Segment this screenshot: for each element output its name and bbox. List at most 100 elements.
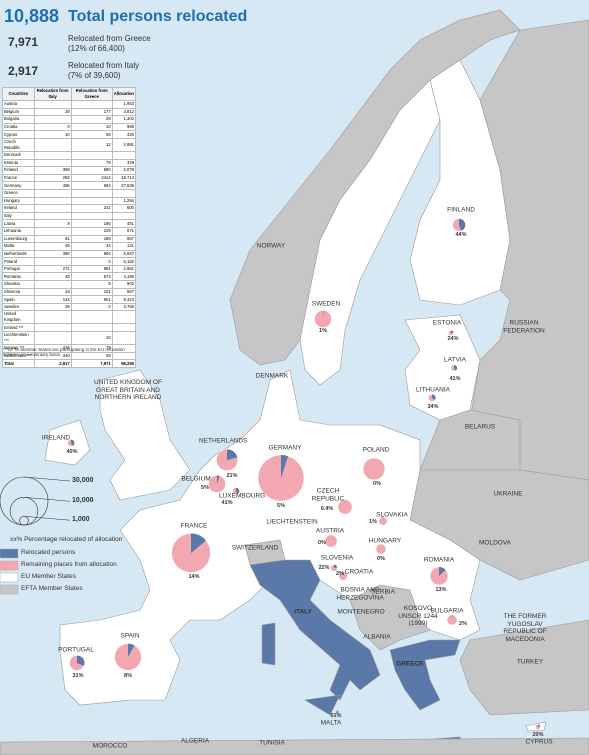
table-cell: Austria — [2, 100, 35, 109]
turkey — [459, 619, 589, 716]
map-label: GREECE — [396, 660, 424, 668]
table-cell: 271 — [33, 264, 72, 274]
pct-label: 0% — [318, 540, 326, 546]
country-label: LITHUANIA — [416, 386, 450, 394]
table-cell: 98,255 — [111, 359, 137, 368]
table-cell: 4,180 — [111, 272, 137, 282]
table-cell: 101 — [70, 287, 113, 297]
belarus — [419, 409, 521, 481]
map-label: RUSSIAN FEDERATION — [503, 319, 545, 335]
africa — [0, 737, 589, 755]
country-label: LUXEMBOURG — [219, 492, 266, 500]
table-cell: 10 — [70, 122, 113, 132]
table-cell: 27,536 — [111, 181, 137, 190]
table-cell: Poland — [2, 257, 35, 266]
table-cell: 144 — [33, 295, 72, 304]
table-cell: 185 — [70, 234, 113, 244]
baltics — [404, 314, 481, 421]
size-legend-leader — [23, 497, 71, 502]
size-legend-label: 30,000 — [72, 477, 94, 484]
table-cell — [70, 100, 113, 109]
legend-swatch — [0, 572, 19, 583]
map-label: NORWAY — [256, 242, 286, 250]
table-cell: 601 — [70, 295, 113, 304]
greece-count: 7,971 — [8, 35, 39, 49]
table-cell: 5,947 — [111, 249, 137, 259]
map-label: BELARUS — [464, 423, 496, 431]
pie-relocated — [323, 310, 324, 319]
pie-relocated — [459, 218, 466, 231]
table-cell — [33, 196, 72, 206]
legend-swatch — [0, 548, 19, 559]
country-label: ESTONIA — [432, 319, 462, 327]
country-label: LATVIA — [444, 356, 466, 364]
map-label: MOLDOVA — [478, 539, 512, 547]
table-cell: 968 — [111, 122, 137, 132]
table-cell: 9 — [70, 280, 113, 289]
map-label: UNITED KINGDOM OF GREAT BRITAIN AND NORT… — [94, 378, 162, 401]
table-cell: 7,971 — [70, 359, 113, 368]
table-cell: Iceland *** — [2, 323, 35, 333]
table-header: Countries — [2, 87, 35, 101]
table-cell — [33, 331, 72, 346]
pct-label: 13% — [435, 587, 447, 593]
table-cell: 368 — [33, 166, 72, 175]
table-cell: Netherlands — [2, 249, 35, 259]
table-cell: 671 — [111, 226, 137, 236]
table-cell: 481 — [111, 219, 137, 228]
western-balkans — [349, 584, 431, 651]
legend-label: Relocated persons — [21, 549, 76, 556]
map-label: SWITZERLAND — [231, 544, 279, 552]
country-label: BELGIUM — [181, 475, 211, 483]
pie-relocated — [451, 330, 454, 333]
legend-label: EFTA Member States — [21, 585, 83, 592]
table-cell — [33, 257, 72, 266]
pie-relocated — [77, 655, 85, 666]
pct-label: 2% — [336, 571, 344, 577]
greece — [389, 639, 461, 747]
table-cell — [33, 158, 72, 168]
country-label: MALTA — [320, 719, 342, 727]
pie-relocated — [454, 364, 458, 371]
pie-relocated — [335, 710, 339, 714]
table-cell — [33, 204, 72, 213]
legend-swatch — [0, 584, 19, 595]
pct-label: 22% — [318, 565, 330, 571]
table-cell: Czech Republic — [2, 137, 35, 152]
sweden — [299, 79, 441, 386]
table-header: Allocation — [111, 87, 137, 101]
table-cell — [33, 280, 72, 289]
total-count: 10,888 — [4, 6, 60, 26]
greece-sub: (12% of 66,400) — [68, 44, 125, 53]
table-cell — [70, 323, 113, 333]
table-cell — [70, 150, 113, 160]
table-cell: Lithuania — [2, 226, 35, 236]
table-cell — [111, 211, 137, 221]
table-cell: 2,078 — [111, 166, 137, 175]
table-cell — [70, 188, 113, 198]
table-cell: 2,691 — [111, 137, 137, 152]
country-label: PORTUGAL — [58, 646, 94, 654]
pct-label: 31% — [72, 673, 84, 679]
table-cell: 2,917 — [33, 359, 72, 368]
table-cell — [111, 310, 137, 325]
table-cell — [111, 150, 137, 160]
map-label: SERBIA — [371, 588, 395, 596]
table-cell: 19,714 — [111, 173, 137, 183]
size-legend-leader — [23, 515, 71, 521]
table-cell: 329 — [111, 158, 137, 168]
table-cell: 23 — [33, 287, 72, 297]
pie-relocated — [452, 615, 453, 620]
table-cell: 1,294 — [111, 196, 137, 206]
table-cell: Portugal — [2, 264, 35, 274]
table-cell: Finland — [2, 166, 35, 175]
relocation-table: Countries Relocation from Italy Relocation… — [2, 87, 137, 368]
table-cell: 902 — [111, 280, 137, 289]
table-cell: 3,766 — [111, 302, 137, 312]
pie-relocated — [128, 643, 135, 657]
table-cell: 694 — [70, 181, 113, 190]
table-cell — [70, 196, 113, 206]
size-legend-label: 10,000 — [72, 497, 94, 505]
table-cell: Estonia — [2, 158, 35, 168]
